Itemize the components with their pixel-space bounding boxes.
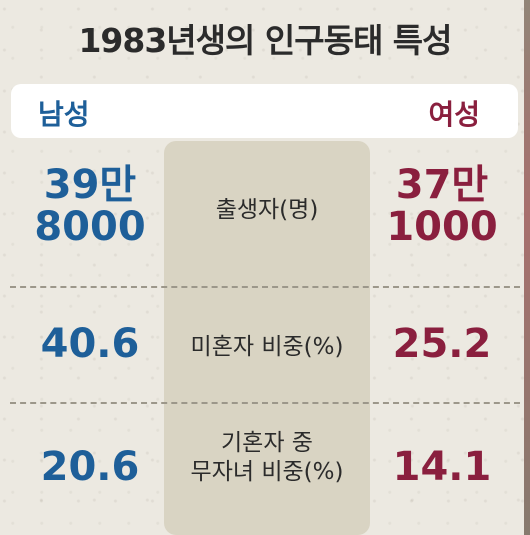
male-header: 남성 [38, 98, 90, 131]
row-births-male-line2: 8000 [34, 204, 146, 250]
row-unmarried-male-value: 40.6 [40, 321, 140, 367]
row-births-female-line1: 37만 [395, 162, 489, 208]
infographic-title: 1983년생의 인구동태 특성 [78, 21, 452, 60]
right-edge-decoration [524, 0, 530, 535]
row-births-male-line1: 39만 [43, 162, 137, 208]
row-childless-male-value: 20.6 [40, 444, 140, 490]
row-childless-label-line2: 무자녀 비중(%) [190, 458, 344, 485]
row-unmarried-female-value: 25.2 [392, 321, 492, 367]
row-divider [10, 402, 520, 404]
row-unmarried-label: 미혼자 비중(%) [190, 334, 344, 360]
female-header: 여성 [428, 98, 480, 131]
row-childless-label: 기혼자 중 무자녀 비중(%) [164, 429, 370, 487]
row-births-label: 출생자(명) [215, 197, 319, 223]
row-childless-female-value: 14.1 [392, 444, 492, 490]
row-births-female-value: 37만 1000 [372, 164, 512, 248]
row-divider [10, 286, 520, 288]
header-bar [11, 84, 518, 138]
center-label-band [164, 141, 370, 535]
row-births-female-line2: 1000 [386, 204, 498, 250]
row-childless-label-line1: 기혼자 중 [221, 430, 313, 456]
row-births-male-value: 39만 8000 [20, 164, 160, 248]
